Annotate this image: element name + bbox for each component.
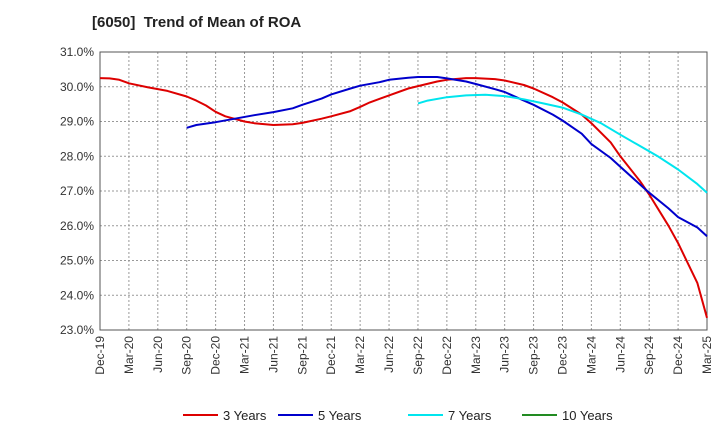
series-line-3-years: [99, 77, 708, 319]
legend: 3 Years 5 Years 7 Years 10 Years: [183, 408, 613, 423]
x-tick-label: Jun-22: [382, 336, 396, 373]
x-tick-label: Dec-20: [209, 336, 223, 375]
y-axis-ticks: 23.0% 24.0% 25.0% 26.0% 27.0% 28.0% 29.0% 30.0%…: [60, 45, 94, 337]
x-tick-label: Dec-21: [324, 336, 338, 375]
x-tick-label: Sep-20: [180, 336, 194, 375]
legend-label: 3 Years: [223, 408, 267, 423]
chart-title: [6050] Trend of Mean of ROA: [92, 14, 302, 31]
y-tick-label: 31.0%: [60, 45, 94, 59]
x-tick-label: Dec-22: [440, 336, 454, 375]
x-tick-label: Jun-23: [498, 336, 512, 373]
plot-area-frame: [99, 51, 708, 331]
x-tick-label: Mar-23: [469, 336, 483, 374]
x-tick-label: Jun-21: [266, 336, 280, 373]
y-tick-label: 23.0%: [60, 323, 94, 337]
y-tick-label: 26.0%: [60, 219, 94, 233]
y-tick-label: 24.0%: [60, 288, 94, 302]
x-tick-label: Dec-19: [93, 336, 107, 375]
series-lines: [99, 76, 708, 319]
x-tick-label: Sep-23: [527, 336, 541, 375]
x-tick-label: Sep-24: [642, 336, 656, 375]
y-tick-label: 27.0%: [60, 184, 94, 198]
x-tick-label: Mar-21: [238, 336, 252, 374]
series-line-5-years: [186, 76, 708, 237]
x-tick-label: Dec-24: [671, 336, 685, 375]
x-tick-label: Jun-20: [151, 336, 165, 373]
y-tick-label: 30.0%: [60, 80, 94, 94]
x-tick-label: Mar-25: [700, 336, 714, 374]
x-tick-label: Mar-24: [584, 336, 598, 374]
x-tick-label: Mar-20: [122, 336, 136, 374]
x-tick-label: Jun-24: [613, 336, 627, 373]
y-tick-label: 28.0%: [60, 149, 94, 163]
grid: [99, 51, 708, 331]
series-line-7-years: [417, 93, 708, 194]
x-tick-label: Sep-22: [411, 336, 425, 375]
x-axis-ticks: Dec-19 Mar-20 Jun-20 Sep-20 Dec-20 Mar-21 Jun-…: [93, 336, 714, 375]
legend-label: 10 Years: [562, 408, 613, 423]
y-tick-label: 25.0%: [60, 254, 94, 268]
legend-label: 5 Years: [318, 408, 362, 423]
x-tick-label: Sep-21: [295, 336, 309, 375]
x-tick-label: Dec-23: [555, 336, 569, 375]
x-tick-label: Mar-22: [353, 336, 367, 374]
y-tick-label: 29.0%: [60, 115, 94, 129]
legend-label: 7 Years: [448, 408, 492, 423]
